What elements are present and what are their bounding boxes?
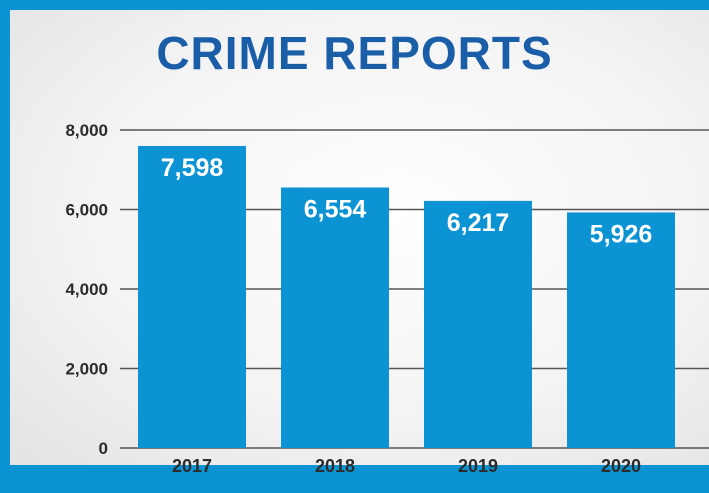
bar <box>424 200 532 448</box>
bar <box>281 187 389 448</box>
bar-value-label: 7,598 <box>161 154 224 182</box>
bar <box>138 145 246 449</box>
y-tick-label: 8,000 <box>65 121 108 140</box>
x-tick-label: 2017 <box>172 456 212 476</box>
x-tick-label: 2020 <box>601 456 641 476</box>
y-tick-label: 4,000 <box>65 280 108 299</box>
bar-value-label: 6,217 <box>447 209 510 237</box>
bar-value-label: 6,554 <box>304 195 367 223</box>
bar <box>567 212 675 448</box>
y-tick-label: 6,000 <box>65 201 108 220</box>
y-tick-label: 2,000 <box>65 360 108 379</box>
y-tick-label: 0 <box>99 439 108 458</box>
x-tick-label: 2019 <box>458 456 498 476</box>
x-tick-label: 2018 <box>315 456 355 476</box>
bar-value-label: 5,926 <box>590 220 653 248</box>
chart-title: CRIME REPORTS <box>156 27 553 79</box>
